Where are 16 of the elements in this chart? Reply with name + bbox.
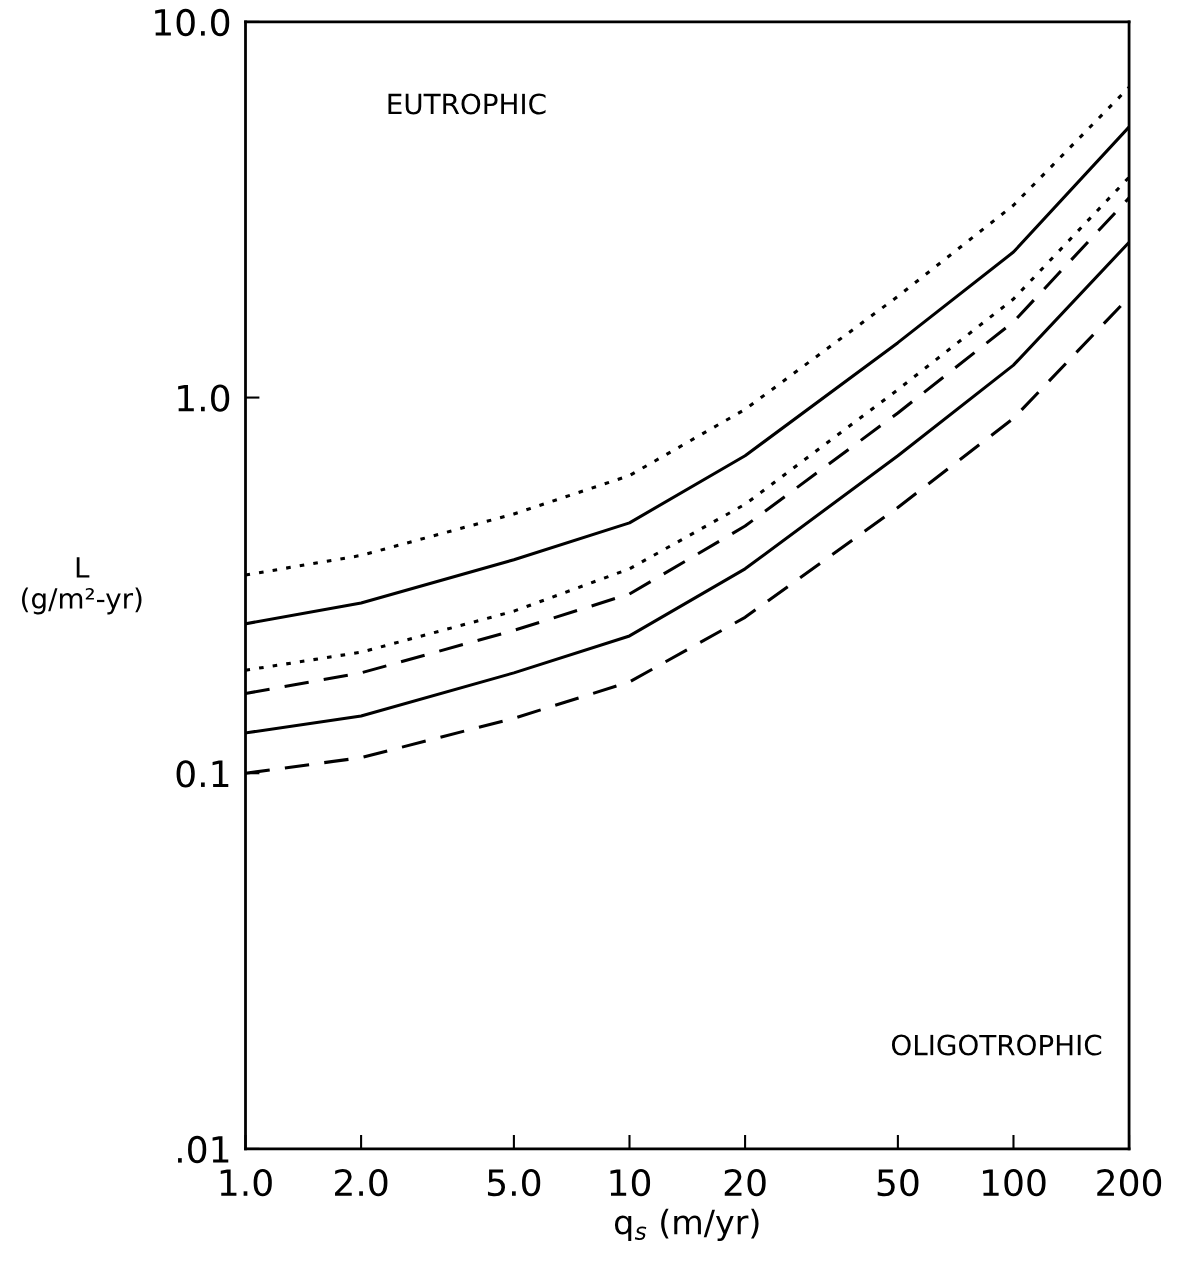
y-tick-label: 0.1	[176, 760, 229, 788]
x-tick-label: 5.0	[487, 1168, 541, 1197]
x-tick-label: 10	[610, 1168, 651, 1197]
x-tick-label: 1.0	[220, 1168, 272, 1197]
x-tick-label: 50	[877, 1168, 919, 1197]
annotation: EUTROPHIC	[388, 93, 546, 115]
x-axis-title: q$_{s}$ (m/yr)	[614, 1208, 759, 1242]
x-tick-label: 20	[724, 1168, 766, 1197]
x-tick-label: 100	[982, 1168, 1046, 1197]
annotation: OLIGOTROPHIC	[891, 1034, 1102, 1056]
y-tick-label: .01	[178, 1135, 229, 1164]
y-tick-label: 1.0	[178, 384, 230, 412]
x-tick-label: 200	[1097, 1168, 1162, 1197]
y-tick-label: 10.0	[155, 8, 230, 37]
x-tick-label: 2.0	[335, 1168, 388, 1197]
y-axis-title: L (g/m²-yr)	[22, 557, 142, 615]
